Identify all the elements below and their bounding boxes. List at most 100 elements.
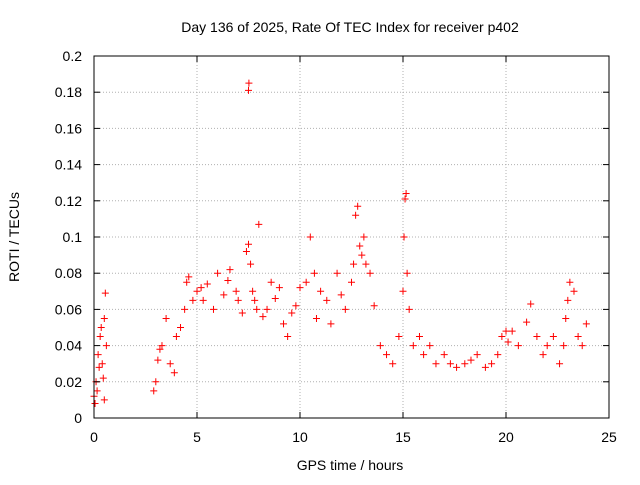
data-point <box>98 360 106 368</box>
data-point <box>189 296 197 304</box>
x-tick-label: 0 <box>90 429 98 445</box>
data-point <box>214 269 222 277</box>
data-point <box>502 327 510 335</box>
data-point <box>354 202 362 210</box>
data-point <box>467 356 475 364</box>
x-tick-label: 25 <box>601 429 617 445</box>
data-point <box>306 233 314 241</box>
data-point <box>263 305 271 313</box>
x-tick-label: 20 <box>498 429 514 445</box>
data-point <box>402 190 410 198</box>
data-point <box>356 242 364 250</box>
data-point <box>172 333 180 341</box>
y-tick-label: 0.1 <box>63 229 83 245</box>
data-point <box>566 278 574 286</box>
data-point <box>267 278 275 286</box>
data-point <box>453 363 461 371</box>
data-point <box>156 345 164 353</box>
data-point <box>100 314 108 322</box>
data-point <box>224 276 232 284</box>
data-point <box>350 260 358 268</box>
data-point <box>400 233 408 241</box>
data-point <box>193 287 201 295</box>
data-point <box>102 342 110 350</box>
data-point <box>170 369 178 377</box>
data-point <box>399 287 407 295</box>
data-point <box>560 342 568 350</box>
data-point <box>348 278 355 286</box>
data-point <box>280 320 288 328</box>
data-point <box>383 351 391 359</box>
data-point <box>395 333 403 341</box>
data-point <box>251 296 259 304</box>
axis-ticks: 0 5 10 15 20 25 0 0.02 0.04 0.06 0.08 0.1 0.12 0.14 0.… <box>55 48 617 445</box>
data-point <box>97 324 105 331</box>
data-point <box>162 314 170 322</box>
data-point <box>101 289 109 297</box>
data-point <box>498 333 506 341</box>
data-point <box>370 302 378 310</box>
data-point <box>197 284 205 292</box>
data-point <box>94 351 102 359</box>
data-point <box>100 396 108 404</box>
data-point <box>234 296 242 304</box>
data-point <box>543 342 551 350</box>
data-point <box>440 351 448 359</box>
y-tick-label: 0.04 <box>55 338 82 354</box>
data-point <box>181 305 189 313</box>
data-point <box>415 333 423 341</box>
data-point <box>158 342 166 350</box>
data-point <box>226 266 234 274</box>
data-point <box>220 291 228 299</box>
data-point <box>488 360 496 368</box>
data-point <box>177 324 185 331</box>
data-point <box>420 351 428 359</box>
data-point <box>310 269 318 277</box>
data-point <box>253 305 261 313</box>
data-point <box>504 338 512 346</box>
data-point <box>527 300 535 308</box>
y-tick-label: 0.12 <box>55 193 82 209</box>
data-point <box>183 278 191 286</box>
data-point <box>245 86 252 94</box>
y-tick-label: 0.2 <box>63 48 83 64</box>
data-point <box>473 351 481 359</box>
data-point <box>99 374 107 382</box>
data-point <box>461 360 469 368</box>
data-point <box>481 363 489 371</box>
data-point <box>403 269 411 277</box>
data-point <box>203 280 211 288</box>
chart-title: Day 136 of 2025, Rate Of TEC Index for r… <box>181 19 519 35</box>
data-point <box>166 360 174 368</box>
data-point <box>275 284 283 292</box>
data-points <box>90 79 590 408</box>
data-point <box>405 305 413 313</box>
data-point <box>284 333 292 341</box>
data-point <box>358 251 366 259</box>
data-point <box>152 378 160 386</box>
x-tick-label: 15 <box>395 429 411 445</box>
data-point <box>578 342 586 350</box>
data-point <box>91 400 99 408</box>
data-point <box>360 233 368 241</box>
data-point <box>245 240 252 248</box>
data-point <box>292 302 300 310</box>
data-point <box>255 220 263 228</box>
data-point <box>352 211 360 219</box>
data-point <box>523 318 531 326</box>
data-point <box>154 356 162 364</box>
data-point <box>209 305 217 313</box>
data-point <box>549 333 557 341</box>
data-point <box>337 291 345 299</box>
data-point <box>432 360 440 368</box>
data-point <box>341 305 349 313</box>
y-tick-label: 0.02 <box>55 374 82 390</box>
data-point <box>362 260 370 268</box>
data-point <box>238 309 246 317</box>
data-point <box>199 296 207 304</box>
data-point <box>259 313 267 321</box>
data-point <box>302 278 310 286</box>
y-tick-label: 0.06 <box>55 301 82 317</box>
data-point <box>389 360 397 368</box>
